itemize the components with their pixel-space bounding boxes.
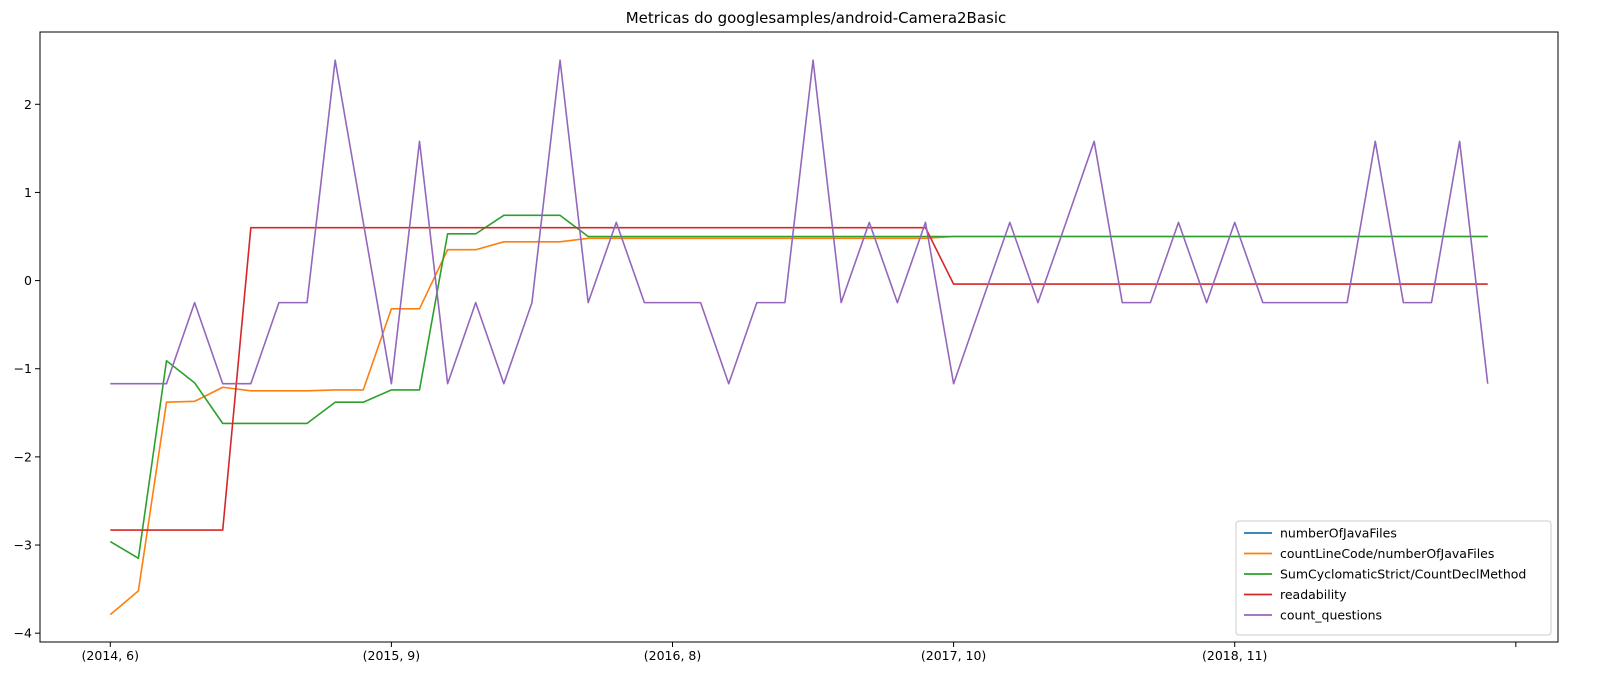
x-axis: (2014, 6) (2015, 9) (2016, 8) (2017, 10) (20… [82, 642, 1517, 663]
legend-label: numberOfJavaFiles [1280, 526, 1397, 541]
legend-label: countLineCode/numberOfJavaFiles [1280, 546, 1494, 561]
legend-label: count_questions [1280, 608, 1382, 623]
chart-title: Metricas do googlesamples/android-Camera… [626, 9, 1007, 27]
plot-frame [39, 31, 1559, 643]
series-line-3 [110, 226, 1488, 531]
y-axis: 2 1 0 −1 −2 −3 −4 [14, 97, 40, 641]
y-tick-label: −1 [14, 361, 32, 376]
y-tick-label: −4 [14, 626, 32, 641]
plot-area [39, 31, 1559, 643]
y-tick-label: 2 [24, 97, 32, 112]
x-tick-label: (2017, 10) [921, 648, 986, 663]
y-tick-label: −3 [14, 538, 32, 553]
legend-label: SumCyclomaticStrict/CountDeclMethod [1280, 567, 1526, 582]
x-tick-label: (2014, 6) [82, 648, 139, 663]
legend-frame [1235, 520, 1552, 636]
series-line-2 [109, 214, 1488, 560]
legend-label: readability [1280, 587, 1347, 602]
x-tick-label: (2015, 9) [363, 648, 420, 663]
x-tick-label: (2016, 8) [644, 648, 701, 663]
legend: numberOfJavaFiles countLineCode/numberOfJ… [1235, 520, 1552, 636]
x-tick-label: (2018, 11) [1202, 648, 1267, 663]
series-line-4 [110, 59, 1489, 385]
y-tick-label: −2 [14, 449, 32, 464]
y-tick-label: 0 [24, 273, 32, 288]
y-tick-label: 1 [24, 185, 32, 200]
